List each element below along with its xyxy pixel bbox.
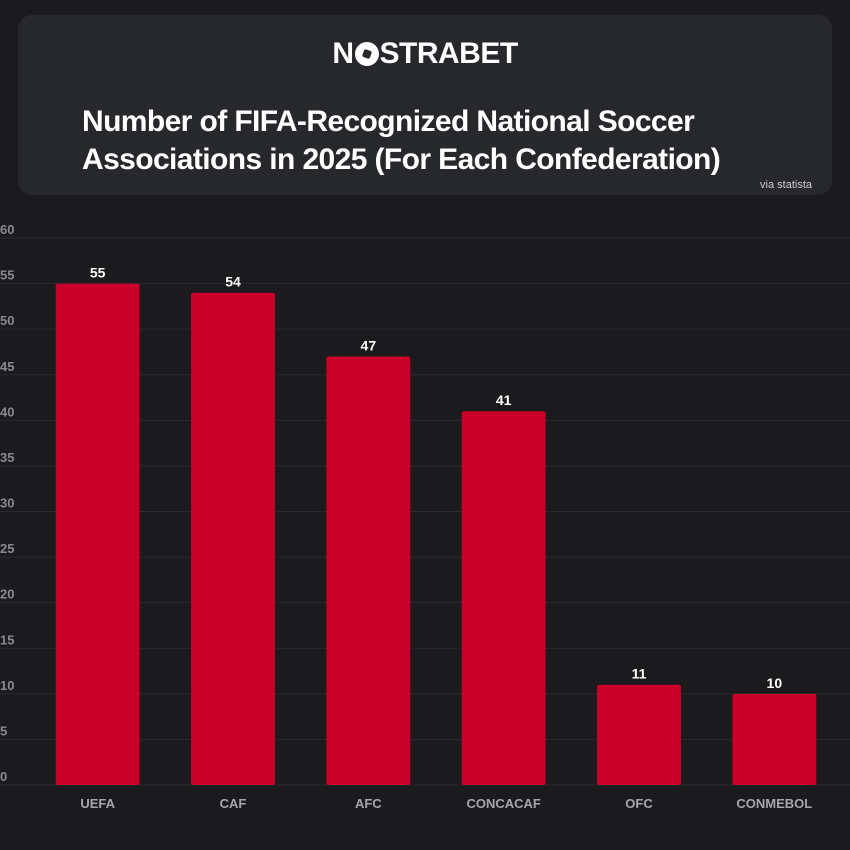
value-label-ofc: 11 <box>632 666 647 682</box>
soccer-ball-icon <box>354 42 379 66</box>
chart-title: Number of FIFA-Recognized National Socce… <box>82 105 721 177</box>
bar-ofc <box>597 684 681 785</box>
logo-text-end: STRABET <box>379 37 519 70</box>
y-tick-label-60: 60 <box>0 222 14 237</box>
x-tick-label-afc: AFC <box>355 796 382 811</box>
bar-uefa <box>55 283 140 785</box>
x-tick-label-ofc: OFC <box>625 796 653 811</box>
value-label-afc: 47 <box>361 338 377 354</box>
value-label-uefa: 55 <box>90 265 106 281</box>
bar-afc <box>326 356 411 785</box>
bar-conmebol <box>732 693 817 785</box>
y-tick-label-25: 25 <box>0 541 14 556</box>
y-tick-label-40: 40 <box>0 404 14 419</box>
y-tick-label-50: 50 <box>0 313 14 328</box>
gridlines <box>0 237 850 786</box>
bar-concacaf <box>461 411 546 785</box>
y-tick-label-20: 20 <box>0 587 14 602</box>
value-label-conmebol: 10 <box>767 675 783 691</box>
x-tick-label-caf: CAF <box>220 796 247 811</box>
y-tick-label-5: 5 <box>0 723 7 738</box>
y-axis-ticks: 0 5 10 15 20 25 30 35 40 45 50 55 60 <box>0 222 14 784</box>
y-tick-label-45: 45 <box>0 359 14 374</box>
y-tick-label-10: 10 <box>0 678 14 693</box>
y-tick-label-30: 30 <box>0 496 14 511</box>
value-label-caf: 54 <box>225 274 241 290</box>
x-axis-labels: UEFA CAF AFC CONCACAF OFC CONMEBOL <box>80 796 812 811</box>
source-note: via statista <box>760 179 812 191</box>
y-tick-label-35: 35 <box>0 450 14 465</box>
y-tick-label-0: 0 <box>0 769 7 784</box>
value-labels: 55 54 47 41 11 10 <box>90 265 782 691</box>
bars <box>55 283 817 785</box>
y-tick-label-55: 55 <box>0 268 14 283</box>
bar-chart: 0 5 10 15 20 25 30 35 40 45 50 55 60 55 54 47 41 11 10 UE… <box>0 222 850 811</box>
bar-caf <box>191 292 275 785</box>
y-tick-label-15: 15 <box>0 632 14 647</box>
x-tick-label-conmebol: CONMEBOL <box>736 796 812 811</box>
x-tick-label-concacaf: CONCACAF <box>466 796 540 811</box>
x-tick-label-uefa: UEFA <box>80 796 115 811</box>
logo-text-start: N <box>332 37 354 70</box>
value-label-concacaf: 41 <box>496 392 512 408</box>
header-card: N STRABET Number of FIFA-Recognized Natio… <box>18 15 832 195</box>
nostrabet-logo: N STRABET <box>18 37 832 71</box>
